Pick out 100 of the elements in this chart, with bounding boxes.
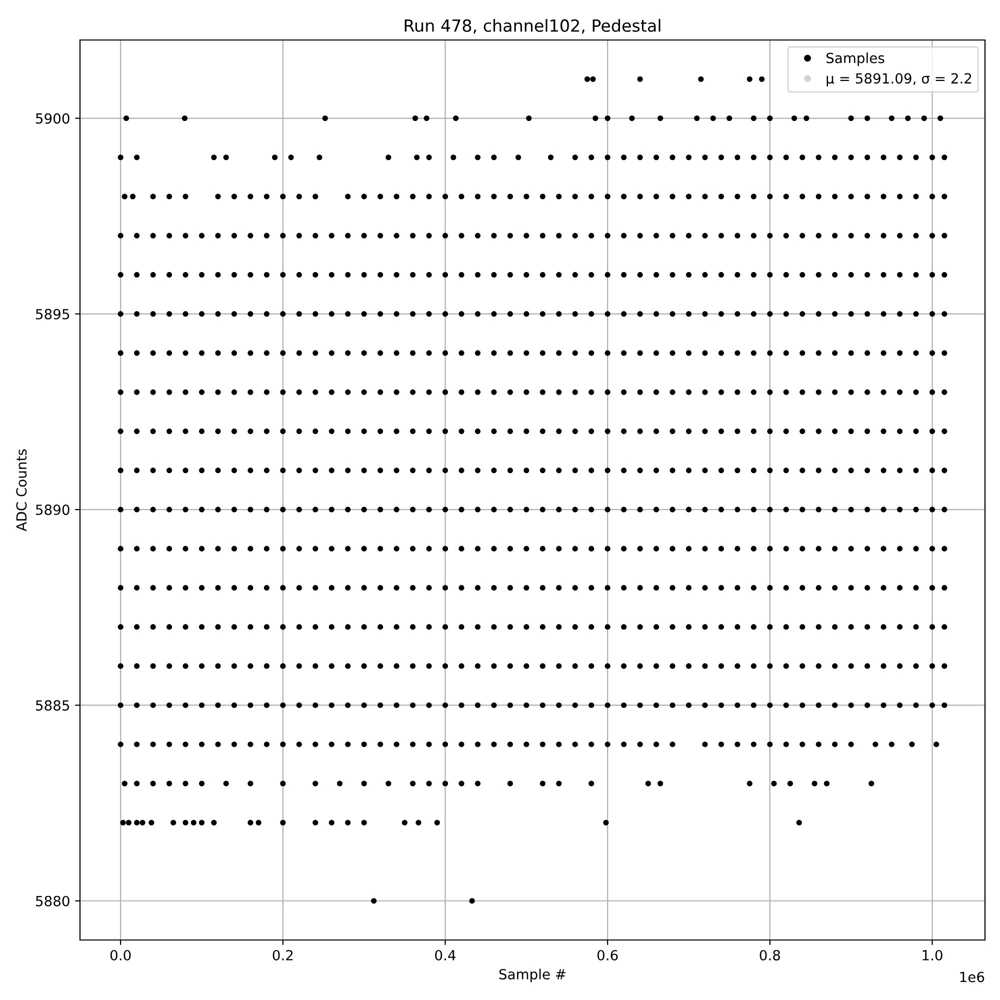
text: 1e6 bbox=[960, 972, 984, 982]
point bbox=[767, 506, 773, 512]
point bbox=[880, 232, 886, 238]
point bbox=[588, 428, 594, 434]
point bbox=[118, 624, 124, 630]
point bbox=[783, 389, 789, 395]
point bbox=[783, 428, 789, 434]
point bbox=[280, 702, 286, 708]
point bbox=[118, 506, 124, 512]
point bbox=[767, 232, 773, 238]
point bbox=[264, 232, 270, 238]
point bbox=[783, 702, 789, 708]
point bbox=[453, 115, 459, 122]
point bbox=[426, 585, 432, 591]
point bbox=[832, 272, 838, 278]
point bbox=[556, 428, 562, 434]
point bbox=[800, 506, 806, 512]
point bbox=[442, 506, 448, 512]
point bbox=[328, 232, 334, 238]
point bbox=[361, 428, 367, 434]
point bbox=[800, 350, 806, 356]
point bbox=[540, 350, 546, 356]
point bbox=[746, 76, 752, 82]
point bbox=[670, 506, 676, 512]
point bbox=[621, 506, 627, 512]
point bbox=[848, 546, 854, 552]
point bbox=[248, 742, 254, 748]
point bbox=[328, 311, 334, 317]
point bbox=[491, 194, 497, 200]
point bbox=[734, 468, 740, 474]
point bbox=[718, 428, 724, 434]
point bbox=[913, 585, 919, 591]
point bbox=[588, 702, 594, 708]
point bbox=[767, 311, 773, 317]
point bbox=[686, 428, 692, 434]
point bbox=[458, 780, 464, 786]
point bbox=[134, 311, 140, 317]
point bbox=[702, 506, 708, 512]
point bbox=[312, 663, 318, 669]
point bbox=[750, 389, 756, 395]
point bbox=[231, 350, 237, 356]
point bbox=[880, 546, 886, 552]
point bbox=[198, 742, 205, 748]
point bbox=[540, 272, 546, 278]
point bbox=[345, 194, 351, 200]
point bbox=[182, 468, 188, 474]
point bbox=[783, 546, 789, 552]
point bbox=[832, 389, 838, 395]
point bbox=[150, 311, 156, 317]
point bbox=[771, 780, 777, 786]
point bbox=[929, 585, 936, 591]
point bbox=[746, 780, 752, 786]
point bbox=[588, 742, 594, 748]
point bbox=[929, 350, 936, 356]
point bbox=[913, 389, 919, 395]
point bbox=[702, 232, 708, 238]
point bbox=[182, 780, 188, 786]
point bbox=[897, 311, 903, 317]
point bbox=[507, 506, 513, 512]
point bbox=[929, 428, 936, 434]
point bbox=[702, 428, 708, 434]
point bbox=[296, 311, 302, 317]
point bbox=[832, 546, 838, 552]
point bbox=[702, 194, 708, 200]
point bbox=[166, 428, 172, 434]
point bbox=[182, 350, 188, 356]
point bbox=[414, 154, 420, 160]
point bbox=[426, 702, 432, 708]
point bbox=[524, 663, 530, 669]
point bbox=[434, 820, 440, 826]
point bbox=[426, 194, 432, 200]
point bbox=[248, 350, 254, 356]
point bbox=[897, 585, 903, 591]
point bbox=[126, 820, 132, 826]
point bbox=[166, 194, 172, 200]
point bbox=[458, 194, 464, 200]
point bbox=[458, 624, 464, 630]
point bbox=[507, 624, 513, 630]
point bbox=[182, 311, 188, 317]
point bbox=[929, 232, 936, 238]
point bbox=[215, 468, 221, 474]
point bbox=[897, 546, 903, 552]
point bbox=[507, 389, 513, 395]
point bbox=[734, 624, 740, 630]
point bbox=[198, 389, 205, 395]
point bbox=[118, 311, 124, 317]
point bbox=[328, 624, 334, 630]
point bbox=[604, 154, 610, 160]
point bbox=[897, 232, 903, 238]
point bbox=[248, 702, 254, 708]
point bbox=[280, 468, 286, 474]
point bbox=[345, 820, 351, 826]
point bbox=[248, 232, 254, 238]
point bbox=[734, 702, 740, 708]
point bbox=[442, 742, 448, 748]
point bbox=[848, 506, 854, 512]
point bbox=[654, 585, 660, 591]
y-axis-title: ADC Counts bbox=[16, 449, 27, 532]
point bbox=[296, 272, 302, 278]
point bbox=[654, 428, 660, 434]
